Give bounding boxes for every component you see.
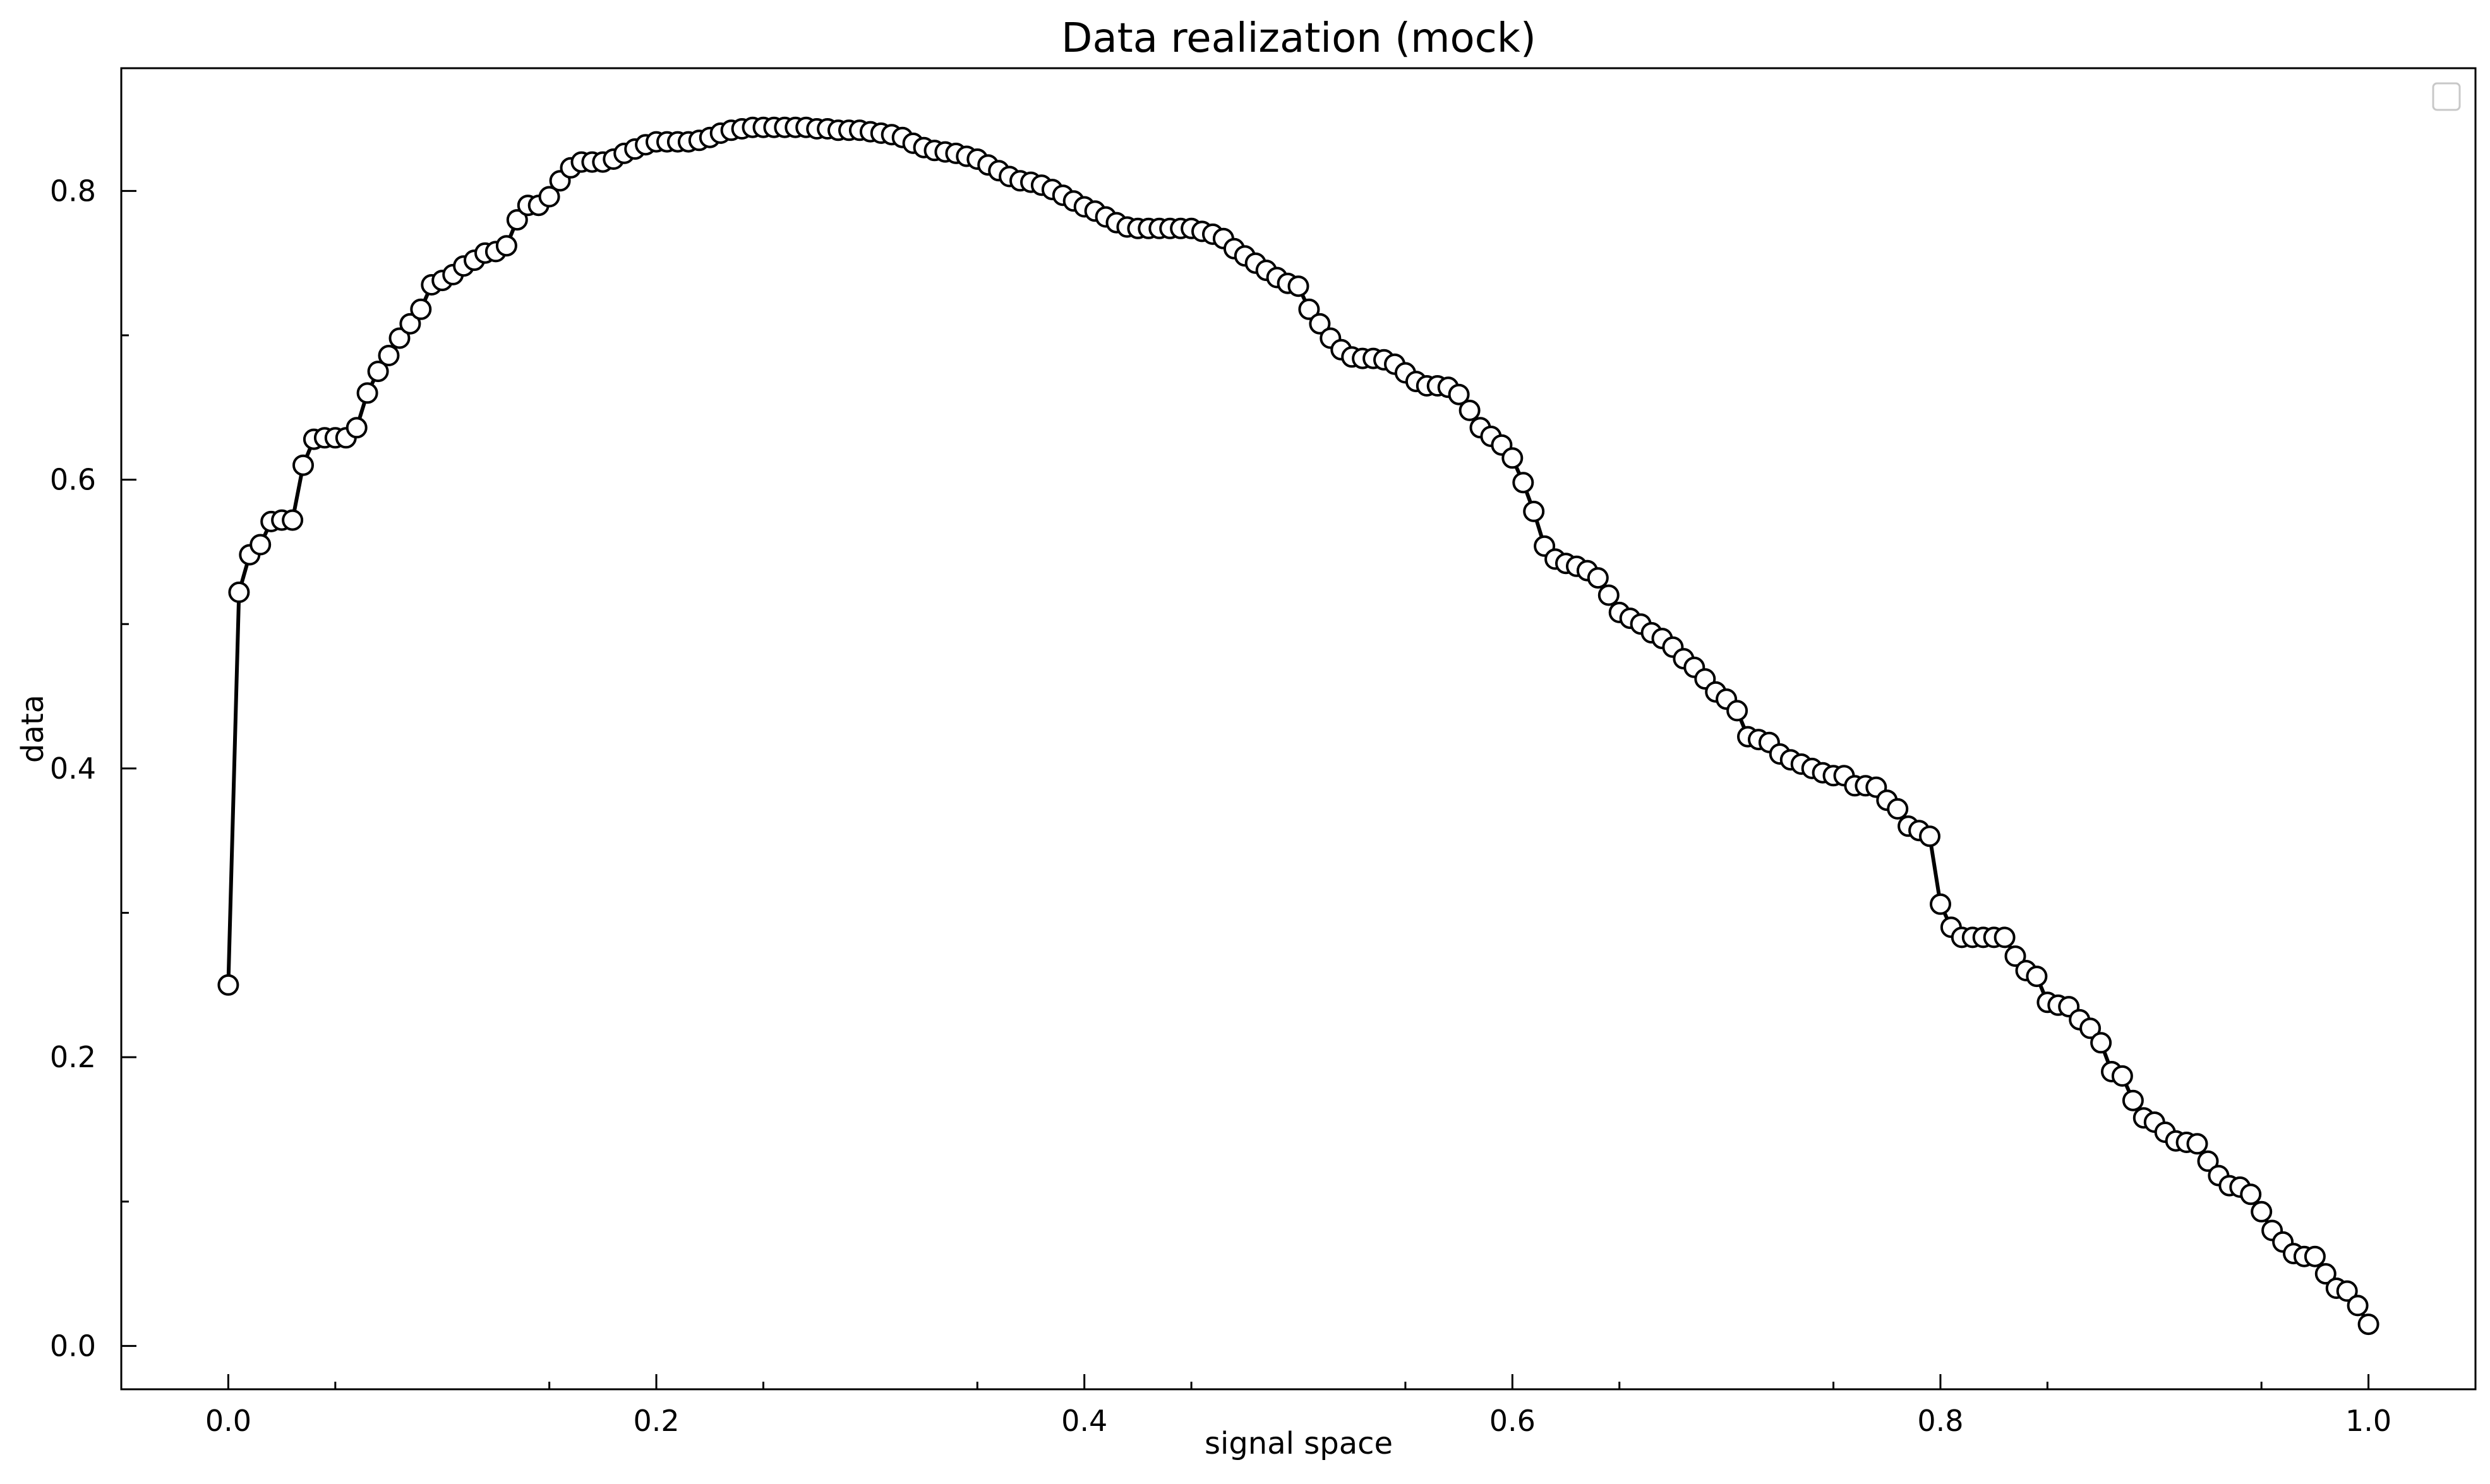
data-point: [2357, 1313, 2379, 1336]
plot-frame: [120, 67, 2477, 1391]
y-tick-label: 0.4: [50, 751, 96, 786]
y-tick-label: 0.2: [50, 1040, 96, 1074]
data-point: [1919, 825, 1940, 847]
data-point: [388, 327, 411, 349]
data-point: [2240, 1183, 2262, 1206]
axis-ticks: [121, 189, 2370, 1389]
x-tick-label: 0.8: [1917, 1404, 1963, 1438]
data-point: [2197, 1150, 2219, 1172]
data-point: [1448, 383, 1470, 405]
data-point: [495, 235, 517, 257]
x-tick-label: 0.4: [1061, 1404, 1107, 1438]
series-markers: [217, 116, 2379, 1336]
data-point: [2251, 1200, 2273, 1223]
data-point: [2336, 1280, 2358, 1302]
data-point: [2079, 1017, 2102, 1039]
data-point: [356, 382, 378, 404]
data-point: [2026, 966, 2048, 988]
y-tick-label: 0.6: [50, 463, 96, 497]
data-point: [1523, 500, 1545, 522]
data-point: [2347, 1295, 2369, 1317]
data-point: [1298, 298, 1320, 320]
data-point: [399, 313, 421, 335]
x-tick-label: 0.2: [633, 1404, 679, 1438]
data-point: [1587, 567, 1609, 589]
data-point: [2111, 1065, 2133, 1087]
data-point: [410, 298, 432, 320]
y-axis-label: data: [15, 695, 51, 763]
data-point: [1512, 472, 1534, 494]
data-point: [1309, 313, 1331, 335]
legend-box: [2432, 82, 2461, 111]
data-point: [2122, 1089, 2144, 1111]
data-point: [378, 345, 400, 366]
data-point: [2004, 945, 2026, 967]
data-point: [2314, 1263, 2337, 1285]
data-point: [1597, 584, 1620, 606]
data-point: [282, 509, 304, 531]
data-point: [1887, 798, 1909, 820]
data-point: [250, 534, 272, 556]
data-point: [346, 417, 368, 439]
data-point: [1501, 447, 1524, 469]
data-point: [1459, 399, 1481, 421]
x-tick-label: 1.0: [2345, 1404, 2391, 1438]
y-tick-label: 0.0: [50, 1329, 96, 1363]
x-axis-label: signal space: [1205, 1426, 1393, 1461]
data-point: [2090, 1032, 2112, 1054]
data-point: [217, 974, 239, 996]
data-point: [2304, 1245, 2326, 1267]
axis-tick-labels: 0.0 0.2 0.4 0.6 0.8 1.0 0.0 0.2 0.4 0.6 0.8: [50, 174, 2391, 1438]
y-tick-label: 0.8: [50, 174, 96, 208]
x-tick-label: 0.6: [1489, 1404, 1536, 1438]
chart-title: Data realization (mock): [1061, 15, 1536, 62]
data-point: [1994, 926, 2016, 948]
data-point: [367, 361, 389, 383]
data-point: [1726, 700, 1748, 722]
data-point: [538, 186, 560, 208]
data-point: [1930, 893, 1951, 915]
data-point: [292, 454, 314, 476]
data-point: [2186, 1133, 2208, 1155]
series-line: [226, 125, 2371, 1325]
x-tick-label: 0.0: [205, 1404, 251, 1438]
data-point: [506, 209, 528, 231]
data-point: [228, 581, 250, 603]
data-point: [1287, 275, 1309, 297]
